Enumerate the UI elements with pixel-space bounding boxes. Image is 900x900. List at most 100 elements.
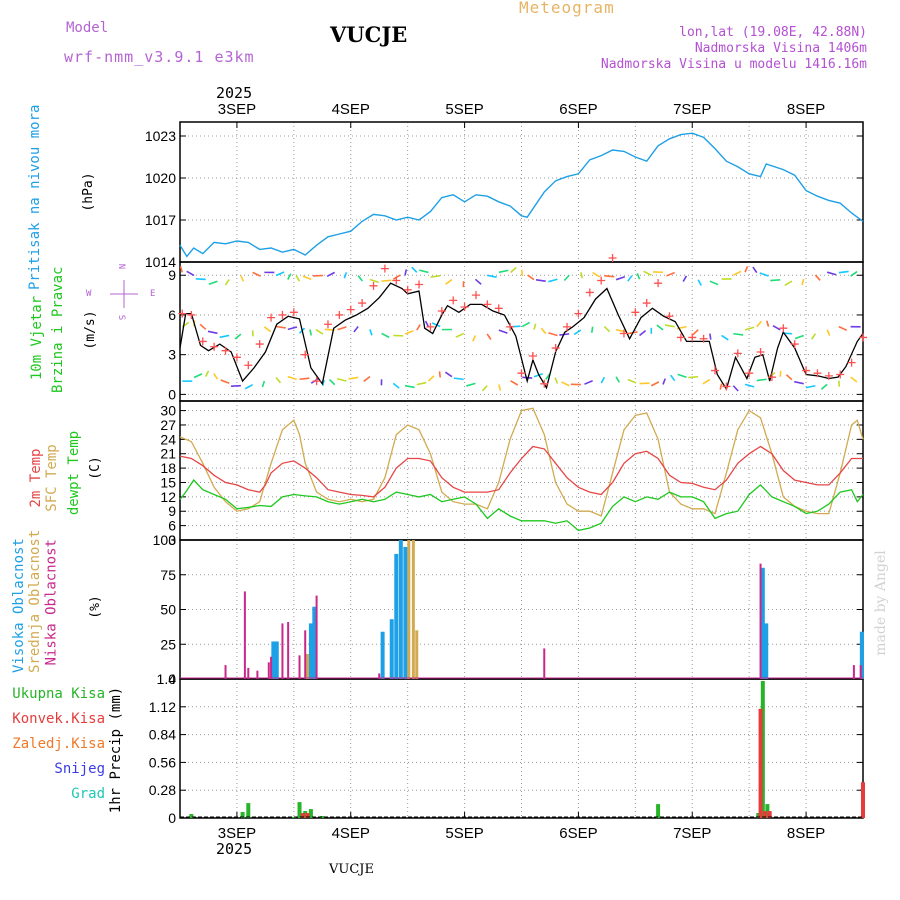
wind-arrow [337, 326, 347, 331]
wind-gust-mark [210, 342, 219, 351]
wind-arrow [744, 326, 755, 331]
footer-station: VUCJE [329, 862, 374, 877]
wind-arrow [193, 373, 203, 379]
wind-unit: (m/s) [83, 310, 98, 350]
wind-arrow [498, 384, 502, 391]
wind-arrow [230, 384, 241, 387]
wind-arrow [670, 374, 676, 382]
wind-arrow [261, 380, 266, 388]
wind-arrow [430, 274, 441, 278]
wind-arrow [199, 323, 207, 330]
wind-arrow [752, 266, 758, 274]
wind-arrow [353, 326, 359, 333]
wind-arrow [295, 275, 301, 282]
wind-arrow [814, 274, 821, 281]
wind-arrow [472, 335, 477, 342]
temp-unit: (C) [88, 456, 103, 480]
day-label-bottom: 8SEP [787, 825, 825, 842]
wind-gust-mark [403, 285, 412, 294]
wind-arrow [322, 379, 325, 386]
wind-gust-mark [187, 310, 196, 319]
day-label-top: 7SEP [673, 101, 711, 118]
y-tick-label: 0 [168, 671, 176, 687]
wind-gust-mark [597, 276, 606, 285]
wind-arrow [498, 329, 508, 334]
precip-bar [240, 812, 245, 818]
wind-arrow [416, 324, 421, 331]
cloud-bar [759, 563, 762, 679]
cloud-label-mid: Srednja Oblacnost [27, 529, 43, 673]
pressure-line [179, 132, 864, 258]
y-tick-label: 9 [168, 267, 176, 283]
wind-arrow [186, 270, 195, 277]
wind-gust-mark [733, 349, 742, 358]
cloud-bar [764, 623, 769, 679]
legend-total-precip: Ukupna Kisa [12, 686, 105, 702]
y-tick-label: 24 [160, 431, 176, 447]
wind-arrow [784, 280, 793, 287]
lonlat-info: lon,lat (19.08E, 42.88N) [679, 25, 867, 40]
wind-arrow [627, 275, 633, 282]
cloud-bar [398, 540, 403, 679]
y-tick-label: 18 [160, 460, 176, 476]
wind-gust-mark [642, 299, 651, 308]
wind-arrow [850, 270, 858, 277]
wind-arrow [604, 275, 615, 278]
wind-gust-mark [585, 288, 594, 297]
pressure-unit: (hPa) [81, 172, 96, 212]
wind-arrow [481, 385, 488, 392]
wind-arrow [486, 333, 492, 340]
wind-gust-mark [824, 371, 833, 380]
wind-arrow [540, 327, 547, 335]
precip-bar [765, 804, 770, 818]
wind-gust-mark [483, 300, 492, 309]
wind-arrow [343, 272, 348, 279]
wind-arrow [692, 329, 699, 336]
cloud-bar [543, 648, 546, 679]
watermark: made by Angel [873, 550, 889, 656]
precip-label: 1hr Precip (mm) [108, 686, 124, 814]
temp-label-2m: 2m Temp [28, 448, 44, 508]
precip-bar [763, 811, 768, 818]
wind-arrow [772, 325, 781, 331]
cloud-bar [312, 606, 317, 679]
y-tick-label: 3 [168, 532, 176, 548]
wind-arrow [785, 374, 793, 381]
wind-arrow [244, 384, 254, 390]
wind-arrow [474, 278, 482, 285]
wind-arrow [287, 326, 298, 331]
wind-arrow [404, 269, 408, 276]
wind-arrow [224, 279, 230, 286]
wind-gust-mark [312, 377, 321, 386]
compass-east-label: E [150, 289, 156, 299]
y-tick-label: 0 [168, 386, 176, 402]
wind-arrow [548, 278, 558, 283]
wind-arrow [721, 334, 729, 341]
wind-arrow [580, 272, 584, 279]
wind-arrow [603, 326, 611, 333]
wind-gust-mark [813, 369, 822, 378]
wind-arrow [315, 329, 324, 335]
cloud-label-high: Visoka Oblacnost [11, 538, 27, 673]
wind-arrow [287, 375, 297, 381]
wind-arrow [520, 269, 524, 276]
wind-gust-mark [244, 361, 253, 370]
y-tick-label: 0.84 [149, 727, 176, 743]
wind-arrow [252, 271, 261, 277]
wind-arrow [510, 380, 519, 386]
wind-gust-mark [506, 322, 515, 331]
wind-gust-mark [847, 358, 856, 367]
wind-arrow [336, 377, 347, 382]
wind-gust-mark [563, 322, 572, 331]
model-elevation-info: Nadmorska Visina u modelu 1416.16m [600, 57, 867, 72]
station-title: VUCJE [330, 22, 408, 47]
wind-arrow [826, 329, 831, 336]
cloud-bar [224, 665, 227, 679]
wind-gust-mark [232, 353, 241, 362]
wind-gust-mark [619, 329, 628, 338]
wind-arrow [404, 329, 414, 335]
year-top: 2025 [216, 84, 253, 102]
y-tick-label: 30 [160, 403, 176, 419]
wind-arrow [548, 332, 558, 337]
